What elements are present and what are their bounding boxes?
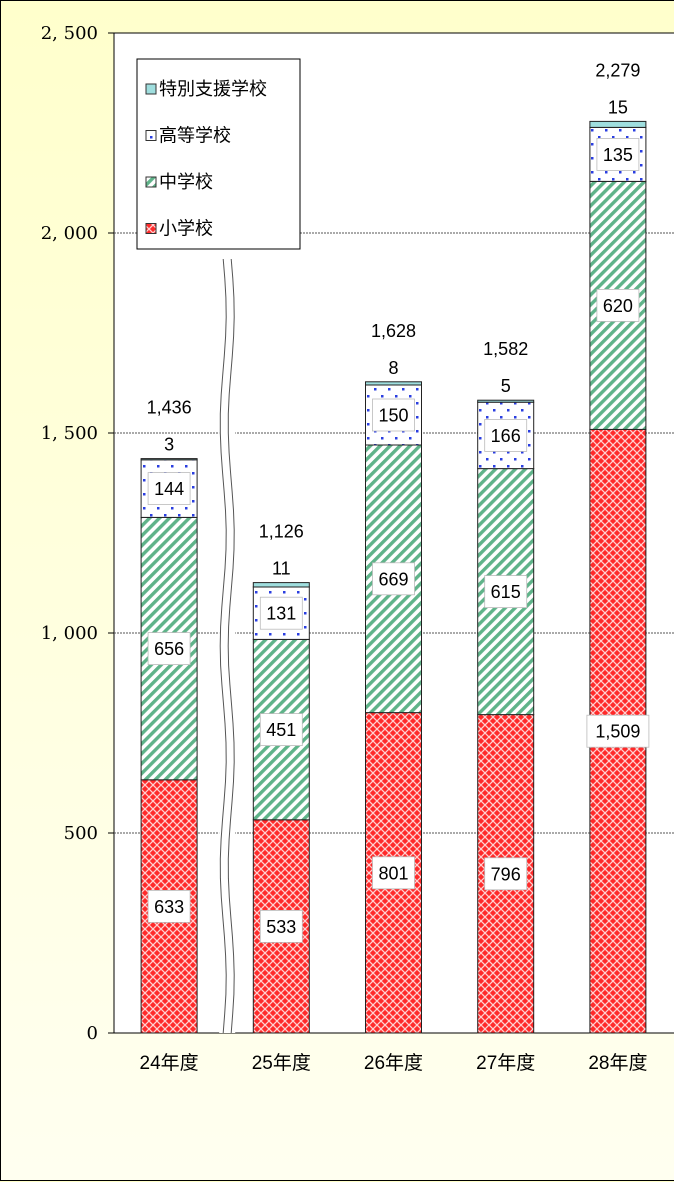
segment-label-box	[259, 596, 303, 630]
y-tick-label: 1, 000	[41, 623, 98, 644]
bar-segment-special-support	[365, 381, 422, 386]
bar-segment-special-support	[477, 399, 535, 403]
legend-box	[136, 58, 301, 250]
bar-stack: 633 656 144 3 1,436	[140, 398, 198, 1034]
segment-label-box	[372, 856, 415, 890]
segment-label-box	[147, 890, 191, 923]
legend-swatch	[145, 130, 157, 141]
segment-value-label: 1,509	[595, 722, 640, 742]
axis-break-line	[219, 258, 227, 1034]
legend-swatch	[145, 83, 157, 95]
legend-label: 高等学校	[159, 126, 231, 146]
segment-value-label: 5	[501, 376, 511, 396]
axis-break-gap	[219, 259, 236, 1033]
segment-value-label: 150	[378, 406, 408, 426]
total-value-label: 1,628	[371, 321, 416, 341]
segment-value-label: 801	[378, 863, 408, 883]
segment-label-box	[372, 562, 415, 596]
bar-stack: 801 669 150 8 1,628	[365, 321, 422, 1034]
segment-value-label: 135	[603, 145, 633, 165]
bar-stack: 533 451 131 11 1,126	[252, 522, 310, 1034]
segment-value-label: 533	[266, 917, 296, 937]
bar-stack: 796 615 166 5 1,582	[477, 339, 535, 1034]
bars: 633 656 144 3 1,436 533 451 131 11 1,126 801 669 150…	[140, 60, 650, 1034]
segment-label-box	[147, 472, 191, 506]
x-tick-label: 27年度	[476, 1052, 535, 1074]
y-tick-label: 2, 500	[41, 23, 98, 44]
segment-value-label: 3	[164, 435, 174, 455]
segment-label-box	[147, 632, 191, 665]
y-tick-label: 1, 500	[41, 423, 98, 444]
total-value-label: 1,582	[483, 339, 528, 359]
segment-value-label: 15	[608, 97, 628, 117]
segment-label-box	[484, 418, 528, 452]
bar-segment-special-support	[252, 582, 310, 588]
segment-value-label: 451	[266, 720, 296, 740]
x-tick-label: 24年度	[140, 1052, 199, 1074]
segment-value-label: 796	[491, 864, 521, 884]
x-axis: 24年度 25年度 26年度 27年度 28年度	[140, 1052, 648, 1074]
bar-stack: 1,509 620 135 15 2,279	[586, 60, 650, 1034]
segment-label-box	[259, 713, 303, 746]
legend-swatch	[145, 223, 157, 234]
segment-value-label: 8	[388, 358, 398, 378]
segment-label-box	[586, 714, 650, 748]
segment-label-box	[484, 857, 528, 891]
segment-value-label: 656	[154, 639, 184, 659]
x-tick-label: 26年度	[364, 1052, 423, 1074]
y-tick-label: 2, 000	[41, 223, 98, 244]
segment-value-label: 669	[378, 569, 408, 589]
bar-segment-special-support	[140, 458, 198, 461]
y-tick-label: 0	[87, 1023, 98, 1044]
segment-label-box	[596, 288, 640, 322]
segment-value-label: 615	[491, 582, 521, 602]
segment-value-label: 11	[272, 559, 291, 579]
segment-value-label: 620	[603, 296, 633, 316]
y-tick-label: 500	[64, 823, 98, 844]
segment-label-box	[372, 398, 415, 432]
x-tick-label: 28年度	[588, 1052, 647, 1074]
total-value-label: 1,126	[259, 522, 304, 542]
segment-value-label: 131	[266, 604, 296, 624]
segment-value-label: 166	[491, 426, 521, 446]
segment-label-box	[484, 575, 528, 608]
y-axis: 0 500 1, 000 1, 500 2, 000 2, 500	[41, 23, 114, 1044]
axis-break-mark	[219, 258, 236, 1034]
total-value-label: 1,436	[147, 398, 192, 418]
legend-label: 小学校	[159, 219, 213, 239]
legend-label: 特別支援学校	[159, 79, 267, 99]
segment-value-label: 633	[154, 897, 184, 917]
segment-value-label: 144	[154, 479, 184, 499]
x-tick-label: 25年度	[252, 1052, 311, 1074]
bar-segment-special-support	[589, 120, 647, 128]
legend-label: 中学校	[159, 172, 213, 192]
total-value-label: 2,279	[595, 60, 640, 80]
legend-swatch	[145, 176, 157, 188]
segment-label-box	[259, 910, 303, 943]
axis-break-line	[227, 258, 235, 1034]
segment-label-box	[596, 137, 640, 171]
